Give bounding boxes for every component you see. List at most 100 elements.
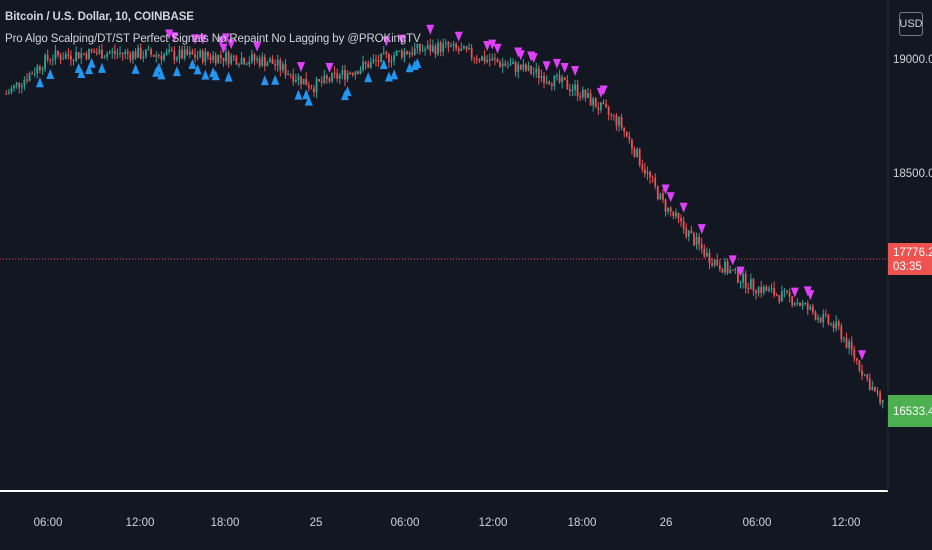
candle-body	[465, 46, 468, 50]
candle-body	[568, 89, 571, 92]
candle-body	[654, 178, 657, 187]
candle-body	[553, 75, 556, 87]
candle-body	[408, 52, 411, 55]
candle-body	[504, 63, 507, 66]
candle-body	[411, 52, 414, 55]
buy-signal	[97, 62, 106, 73]
candle-body	[845, 338, 848, 348]
candle-body	[132, 51, 134, 60]
current-price-badge	[888, 243, 932, 275]
candle-body	[579, 96, 582, 98]
candle-body	[537, 68, 540, 78]
candle-body	[346, 72, 349, 80]
candle-body	[147, 49, 150, 51]
candle-body	[757, 286, 760, 294]
candle-body	[512, 62, 514, 64]
sell-signal	[297, 62, 306, 73]
sell-signal	[560, 63, 569, 74]
sell-signal	[542, 61, 551, 72]
candle-body	[594, 98, 597, 108]
candle-body	[95, 52, 98, 54]
candle-body	[780, 291, 783, 302]
candle-body	[93, 51, 96, 53]
candle-body	[323, 75, 326, 83]
candle-body	[106, 53, 109, 57]
candle-body	[214, 55, 217, 64]
candle-body	[618, 117, 620, 126]
candle-body	[488, 59, 491, 61]
time-tick-label: 26	[660, 517, 673, 529]
candle-body	[581, 89, 584, 98]
candle-body	[638, 149, 641, 166]
sell-signal	[697, 224, 706, 235]
candle-body	[843, 338, 845, 340]
candle-body	[351, 73, 354, 76]
candle-body	[333, 72, 336, 74]
buy-signal	[390, 69, 399, 80]
candle-body	[452, 43, 455, 46]
sell-signal	[191, 34, 200, 45]
candle-body	[341, 70, 344, 75]
candle-body	[439, 42, 442, 52]
candle-body	[468, 48, 470, 50]
candle-body	[809, 306, 812, 310]
candle-body	[108, 52, 111, 54]
sell-signal	[571, 65, 580, 76]
sell-signal	[493, 43, 502, 54]
candle-body	[393, 55, 395, 61]
candle-body	[116, 53, 119, 55]
candle-body	[447, 42, 450, 47]
candle-body	[868, 378, 871, 390]
candle-body	[817, 317, 819, 320]
candle-body	[181, 49, 183, 59]
candle-body	[682, 221, 685, 229]
candle-body	[827, 314, 830, 324]
candle-body	[307, 85, 310, 88]
candle-body	[173, 51, 176, 61]
candle-body	[752, 279, 755, 291]
candle-body	[183, 49, 186, 59]
candle-body	[152, 54, 155, 57]
buy-signal	[201, 69, 210, 80]
candle-body	[416, 43, 419, 49]
candle-body	[540, 75, 543, 78]
candle-body	[470, 48, 473, 58]
candle-body	[726, 261, 729, 274]
candle-body	[349, 72, 352, 74]
time-axis: 06:00 12:00 18:00 25 06:00 12:00 18:00 26 06:00 1…	[34, 517, 861, 529]
candle-body	[749, 279, 752, 290]
candle-body	[491, 58, 494, 61]
time-tick-label: 18:00	[568, 517, 597, 529]
candle-body	[222, 57, 225, 62]
candle-body	[336, 73, 339, 79]
candle-body	[46, 55, 49, 60]
candle-body	[36, 66, 39, 74]
candle-body	[380, 53, 383, 63]
candle-body	[20, 85, 23, 88]
candle-body	[662, 193, 664, 200]
currency-button[interactable]: USD	[899, 12, 923, 36]
candle-body	[478, 59, 481, 61]
candle-body	[837, 321, 840, 327]
indicator-title[interactable]: Pro Algo Scalping/DT/ST Perfect Signals …	[5, 33, 421, 45]
candle-body	[628, 136, 631, 140]
symbol-title[interactable]: Bitcoin / U.S. Dollar, 10, COINBASE	[5, 11, 194, 23]
candle-body	[517, 64, 520, 72]
buy-signal	[46, 68, 55, 79]
candle-body	[318, 79, 321, 82]
candle-body	[499, 62, 501, 67]
candle-body	[28, 73, 31, 81]
candle-body	[695, 236, 698, 246]
candle-body	[824, 313, 827, 315]
candle-body	[514, 62, 517, 72]
candle-body	[266, 62, 269, 67]
candle-body	[612, 114, 615, 116]
candle-body	[13, 85, 15, 89]
candle-body	[574, 84, 576, 90]
candle-body	[584, 89, 587, 98]
candle-body	[424, 49, 427, 51]
candle-body	[85, 53, 88, 60]
candle-body	[328, 78, 331, 82]
candle-body	[855, 358, 858, 361]
